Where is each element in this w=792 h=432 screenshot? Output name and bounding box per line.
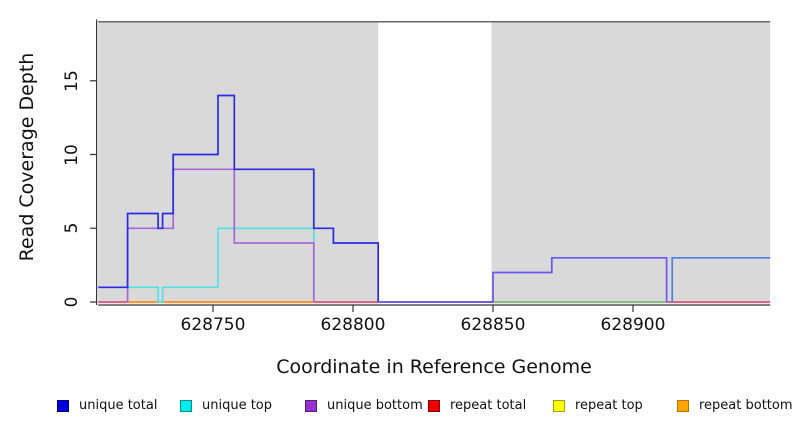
legend-item: unique total	[57, 398, 157, 414]
legend-swatch-icon	[553, 400, 565, 412]
x-tick-label: 628750	[180, 315, 246, 335]
legend-item: repeat top	[553, 398, 643, 414]
legend-label: unique total	[79, 398, 158, 413]
legend: unique total unique top unique bottom repea…	[0, 0, 792, 413]
x-tick-label: 628800	[320, 315, 386, 335]
legend-label: repeat top	[575, 398, 643, 413]
x-tick-label: 628900	[600, 315, 666, 335]
legend-item: repeat bottom	[677, 398, 792, 414]
series-unique-total	[98, 94, 380, 302]
y-tick-label: 10	[62, 143, 82, 166]
legend-label: repeat bottom	[699, 398, 792, 413]
legend-label: unique top	[202, 398, 273, 413]
legend-swatch-icon	[428, 400, 440, 412]
shaded-region	[491, 20, 771, 304]
series-unique-bottom	[126, 168, 315, 302]
x-axis-title: Coordinate in Reference Genome	[276, 356, 592, 378]
y-tick-label: 0	[62, 296, 82, 308]
y-axis-title: Read Coverage Depth	[16, 52, 38, 262]
shaded-region	[98, 20, 379, 304]
legend-label: repeat total	[450, 398, 527, 413]
series-unique-total	[671, 256, 771, 302]
x-tick-label: 628850	[460, 315, 526, 335]
series-unique-total	[492, 256, 668, 302]
y-tick-label: 5	[62, 222, 82, 234]
legend-item: repeat total	[428, 398, 526, 414]
y-tick-label: 15	[62, 69, 82, 92]
legend-item: unique top	[180, 398, 272, 414]
legend-swatch-icon	[180, 400, 192, 412]
series-unique-top	[98, 227, 315, 303]
legend-swatch-icon	[305, 400, 317, 412]
legend-swatch-icon	[677, 400, 689, 412]
legend-item: unique bottom	[305, 398, 423, 414]
legend-swatch-icon	[57, 400, 69, 412]
legend-label: unique bottom	[327, 398, 423, 413]
